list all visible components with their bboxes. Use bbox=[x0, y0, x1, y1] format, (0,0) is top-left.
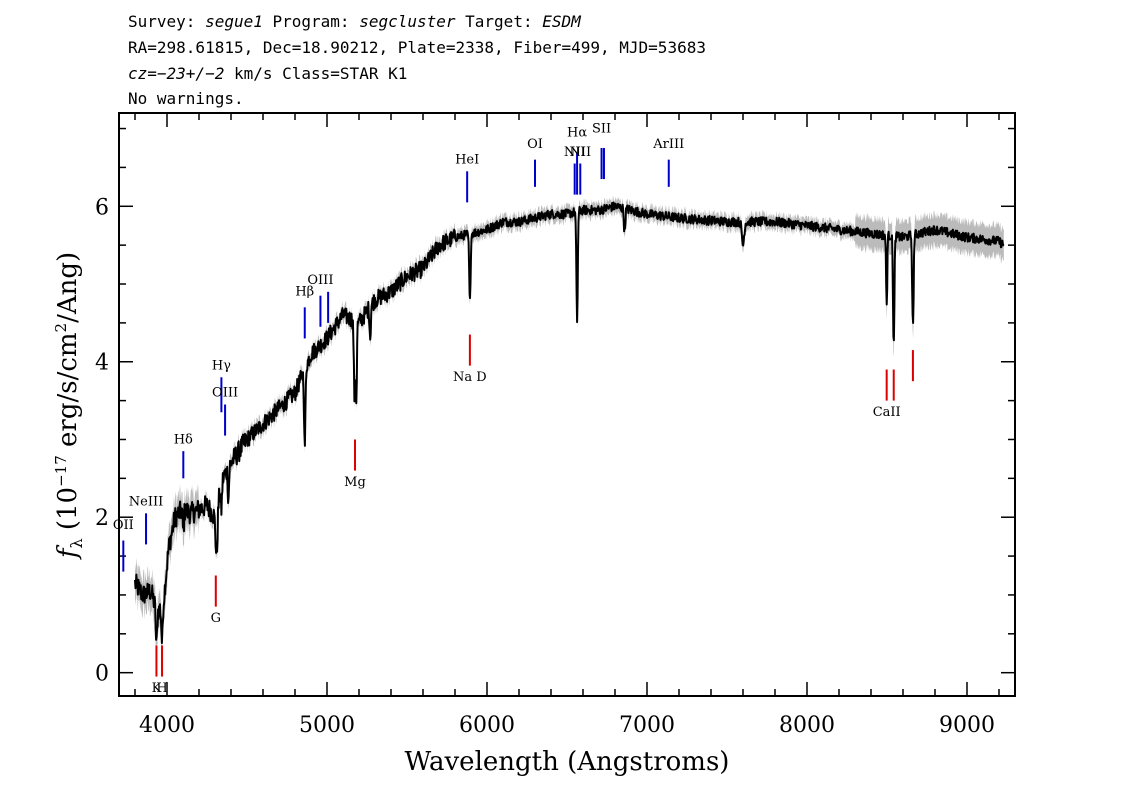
emission-line-label: HeI bbox=[455, 153, 479, 168]
absorption-line-label: K bbox=[152, 681, 162, 696]
absorption-line-label: H bbox=[156, 681, 167, 696]
emission-line-label: Hγ bbox=[212, 359, 231, 374]
error-band-shape bbox=[135, 195, 1004, 661]
emission-line-label: NeIII bbox=[129, 495, 163, 510]
spectrum-line bbox=[134, 201, 1005, 645]
absorption-line-label: CaII bbox=[873, 405, 901, 420]
emission-line-label: OIII bbox=[307, 273, 333, 288]
y-tick-label: 2 bbox=[95, 506, 109, 531]
absorption-line-label: G bbox=[211, 611, 221, 626]
absorption-line-label: Na D bbox=[453, 370, 487, 385]
y-axis-title: fλ (10−17 erg/s/cm2/Ang) bbox=[52, 252, 86, 560]
y-tick-label: 4 bbox=[95, 351, 109, 376]
absorption-line-label: Mg bbox=[344, 475, 366, 490]
emission-line-label: OIII bbox=[212, 386, 238, 401]
emission-line-label: Hα bbox=[567, 125, 587, 140]
y-tick-label: 0 bbox=[95, 662, 109, 687]
emission-line-label: OI bbox=[527, 137, 543, 152]
x-tick-label: 4000 bbox=[139, 713, 195, 738]
emission-line-label: Hδ bbox=[174, 432, 193, 447]
header-line-2: RA=298.61815, Dec=18.90212, Plate=2338, … bbox=[128, 38, 706, 57]
emission-line-label: SII bbox=[592, 121, 611, 136]
header-line-3: cz=−23+/−2 km/s Class=STAR K1 bbox=[128, 64, 407, 83]
error-band bbox=[135, 195, 1004, 661]
emission-line-label: OII bbox=[113, 518, 134, 533]
plot-frame bbox=[118, 112, 1016, 697]
x-tick-label: 9000 bbox=[939, 713, 995, 738]
line-markers: OIINeIIIHδHγOIIIHβOIIIHeIOINIIHαNIISIIAr… bbox=[113, 121, 914, 696]
x-tick-label: 6000 bbox=[459, 713, 515, 738]
emission-line-label: NII bbox=[569, 145, 591, 160]
x-tick-label: 7000 bbox=[619, 713, 675, 738]
x-tick-label: 5000 bbox=[299, 713, 355, 738]
emission-line-label: Hβ bbox=[295, 285, 314, 300]
y-tick-label: 6 bbox=[95, 195, 109, 220]
spectrum bbox=[134, 201, 1005, 645]
emission-line-label: NII bbox=[564, 145, 586, 160]
x-tick-label: 8000 bbox=[779, 713, 835, 738]
header: Survey: segue1 Program: segcluster Targe… bbox=[128, 12, 706, 108]
axis-ticks: 4000 5000 6000 7000 8000 9000 0 2 4 6 bbox=[95, 113, 1015, 738]
emission-line-label: ArIII bbox=[652, 137, 684, 152]
header-line-1: Survey: segue1 Program: segcluster Targe… bbox=[128, 12, 582, 31]
x-axis-title: Wavelength (Angstroms) bbox=[405, 747, 730, 777]
header-line-4: No warnings. bbox=[128, 89, 244, 108]
